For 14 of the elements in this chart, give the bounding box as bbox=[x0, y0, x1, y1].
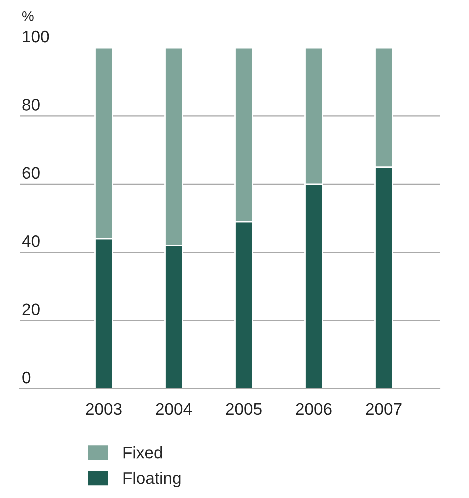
y-tick-label: 100 bbox=[23, 30, 50, 43]
y-tick-label: 40 bbox=[22, 236, 40, 248]
x-tick-label: 2004 bbox=[156, 403, 192, 416]
y-axis-title: % bbox=[22, 11, 34, 22]
legend-label: Fixed bbox=[124, 446, 162, 459]
x-tick-label: 2006 bbox=[296, 403, 332, 416]
y-tick-label: 80 bbox=[22, 99, 40, 111]
x-tick-label: 2005 bbox=[226, 403, 262, 416]
y-tick-label: 60 bbox=[22, 167, 40, 180]
y-tick-label: 0 bbox=[22, 372, 31, 384]
x-tick-label: 2007 bbox=[366, 403, 402, 416]
x-tick-label: 2003 bbox=[86, 403, 122, 416]
legend-label: Floating bbox=[124, 472, 181, 488]
y-tick-label: 20 bbox=[22, 304, 40, 316]
